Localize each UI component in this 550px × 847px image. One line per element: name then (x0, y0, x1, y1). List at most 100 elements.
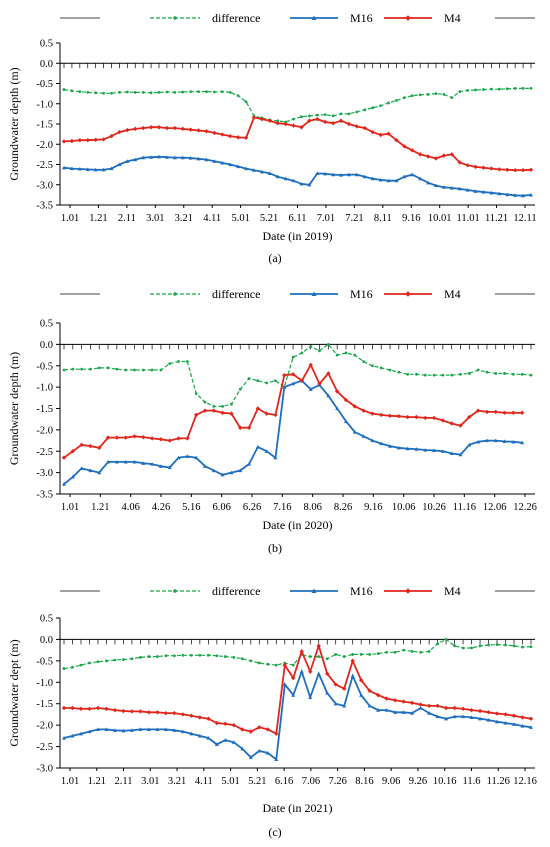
x-tick-label: 10.01 (428, 213, 452, 224)
x-tick-label: 6.06 (212, 502, 230, 513)
point-m4 (240, 727, 245, 732)
point-difference (504, 643, 507, 647)
point-difference (368, 653, 372, 656)
point-difference (342, 655, 346, 658)
series-line-difference (63, 87, 531, 123)
point-m4 (220, 410, 225, 415)
point-m16 (240, 746, 245, 751)
legend-marker-difference (173, 292, 177, 296)
point-m16 (141, 461, 146, 465)
point-m4 (358, 677, 364, 683)
point-difference (485, 370, 489, 374)
point-difference (387, 101, 390, 105)
point-m4 (423, 415, 428, 421)
point-m16 (197, 733, 202, 738)
point-m16 (267, 171, 272, 176)
point-difference (432, 373, 436, 377)
point-difference (133, 368, 136, 372)
point-difference (97, 366, 101, 370)
point-difference (105, 659, 108, 663)
point-m4 (70, 449, 76, 454)
point-m16 (435, 714, 440, 719)
point-m4 (123, 435, 128, 440)
point-difference (244, 100, 248, 104)
point-m16 (282, 385, 287, 389)
x-tick-label: 8.16 (355, 776, 373, 787)
point-m4 (338, 118, 344, 123)
point-difference (238, 387, 242, 391)
x-tick-label: 7.01 (317, 213, 335, 224)
point-m16 (283, 176, 288, 181)
point-m16 (163, 727, 168, 732)
point-m4 (77, 138, 83, 143)
x-tick-label: 3.01 (141, 776, 159, 787)
point-m4 (520, 715, 525, 720)
legend-marker-m4 (405, 588, 411, 594)
point-m4 (352, 404, 357, 409)
point-m16 (493, 438, 498, 443)
point-m16 (97, 470, 102, 475)
point-difference (362, 360, 365, 363)
point-m4 (486, 710, 491, 715)
point-difference (444, 638, 448, 641)
x-tick-label: 11.16 (453, 502, 476, 513)
point-m4 (519, 410, 525, 415)
point-m16 (502, 439, 507, 444)
point-m16 (414, 447, 419, 451)
point-m16 (238, 468, 243, 473)
point-m16 (378, 177, 383, 182)
point-m16 (129, 728, 134, 732)
point-difference (458, 90, 462, 93)
point-m4 (283, 121, 288, 127)
point-m16 (388, 444, 393, 448)
x-tick-label: 1.01 (61, 502, 79, 513)
point-difference (344, 351, 348, 355)
point-m4 (212, 130, 217, 136)
point-m16 (220, 160, 225, 165)
panel-label: (b) (268, 541, 282, 555)
point-difference (185, 360, 189, 363)
point-m4 (443, 705, 449, 711)
point-difference (118, 91, 121, 94)
point-m16 (529, 725, 533, 729)
point-m4 (211, 408, 216, 413)
point-m4 (520, 167, 526, 173)
point-difference (276, 119, 280, 123)
point-difference (133, 91, 137, 94)
chart-panel-2: 0.5 0.0 -0.5 -1.0 -1.5 -2.0 -2.5 -3.0 -3.5 1.01 1.… (7, 287, 537, 555)
panel-label: (a) (268, 251, 281, 265)
point-difference (436, 642, 439, 646)
point-m4 (473, 164, 478, 170)
point-m4 (362, 125, 367, 131)
point-m16 (257, 748, 262, 753)
x-tick-label: 5.21 (248, 776, 266, 787)
point-m4 (275, 120, 280, 126)
point-m4 (370, 129, 375, 135)
point-m16 (248, 755, 253, 759)
point-m16 (155, 727, 160, 732)
point-m4 (440, 418, 446, 423)
point-m4 (475, 408, 481, 413)
point-difference (476, 368, 480, 372)
point-m4 (93, 137, 98, 142)
x-tick-label: 2.11 (115, 776, 133, 787)
point-m4 (132, 434, 137, 439)
point-m16 (473, 189, 478, 193)
x-tick-label: 11.6 (462, 776, 480, 787)
point-m4 (129, 709, 135, 714)
point-difference (478, 644, 482, 648)
point-m16 (323, 171, 328, 176)
legend-label-difference: difference (212, 11, 260, 25)
point-difference (326, 342, 330, 346)
y-tick-label: -2.0 (36, 721, 53, 732)
point-difference (325, 657, 329, 661)
x-tick-label: 1.21 (89, 213, 107, 224)
chart-panel-1: 0.5 0.0 -0.5 -1.0 -1.5 -2.0 -2.5 -3.0 -3.5 1.01 1.… (7, 11, 537, 265)
point-m4 (325, 671, 330, 676)
point-m4 (386, 131, 391, 136)
point-difference (323, 113, 327, 117)
point-m16 (231, 740, 236, 744)
point-m4 (431, 415, 437, 421)
point-m16 (172, 155, 177, 160)
point-difference (86, 91, 90, 94)
